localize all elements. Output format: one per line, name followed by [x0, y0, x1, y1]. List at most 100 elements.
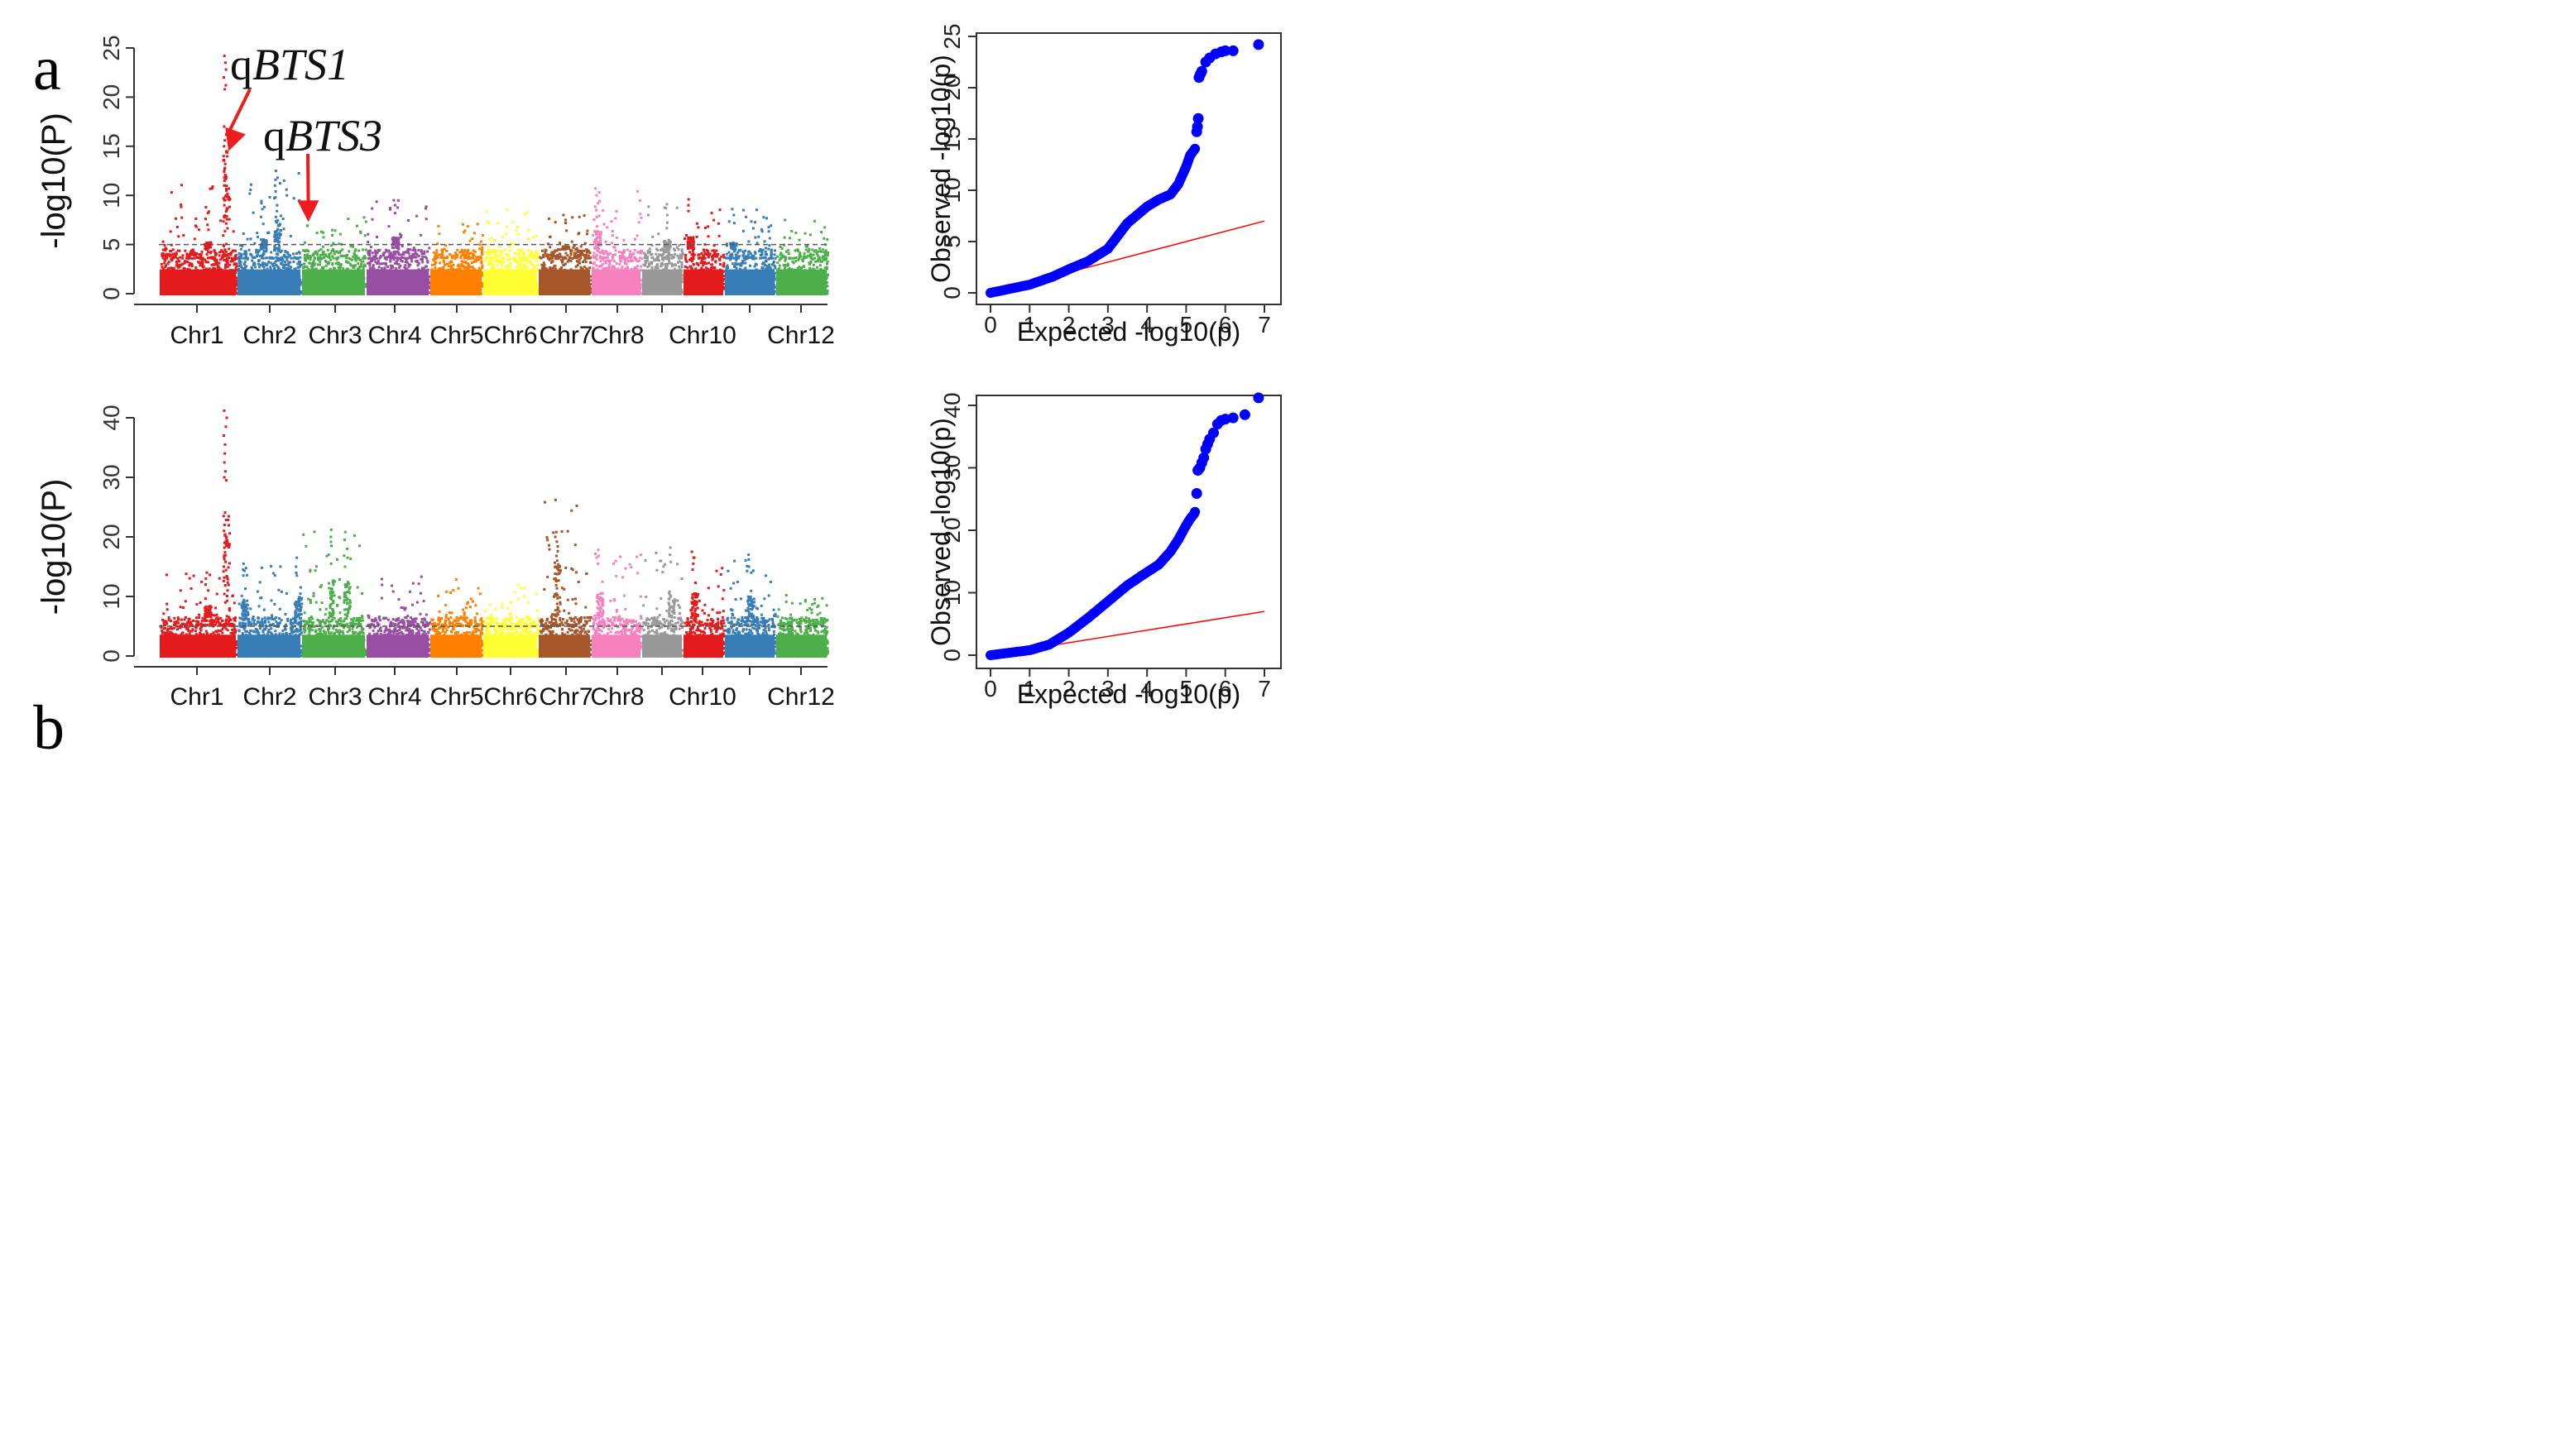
snp-point — [744, 250, 746, 252]
snp-point — [274, 267, 276, 270]
snp-point — [421, 267, 424, 270]
snp-point — [375, 254, 377, 256]
snp-point — [636, 234, 639, 237]
snp-point — [565, 229, 568, 232]
snp-point — [421, 256, 424, 258]
snp-point — [473, 232, 476, 234]
chromosome-chr2-points — [237, 172, 303, 295]
snp-point — [264, 257, 266, 260]
snp-point — [640, 266, 642, 268]
snp-point — [707, 254, 709, 256]
snp-point — [169, 250, 171, 252]
snp-point — [281, 250, 283, 252]
snp-point — [519, 252, 521, 255]
x-tick-label-chr7: Chr7 — [539, 322, 592, 349]
snp-point — [768, 264, 770, 266]
snp-point — [377, 260, 380, 262]
snp-point — [650, 261, 653, 264]
snp-point — [172, 248, 175, 251]
snp-point — [607, 259, 610, 261]
snp-point — [770, 253, 773, 256]
snp-point — [256, 232, 258, 234]
snp-point — [391, 265, 394, 267]
snp-point — [634, 249, 636, 251]
snp-point — [446, 263, 449, 266]
snp-point — [340, 263, 343, 266]
snp-point — [741, 260, 744, 262]
snp-point — [535, 256, 537, 259]
snp-point — [691, 260, 693, 262]
snp-point — [416, 260, 419, 262]
snp-point — [257, 236, 259, 238]
snp-point — [705, 262, 708, 265]
snp-point — [602, 250, 604, 252]
snp-point — [678, 244, 680, 247]
snp-point — [412, 256, 415, 259]
snp-point — [444, 264, 446, 266]
snp-point — [573, 253, 576, 256]
snp-point — [501, 236, 504, 238]
snp-point — [201, 257, 204, 260]
snp-point — [250, 237, 252, 240]
snp-point — [682, 253, 684, 256]
snp-point — [592, 252, 595, 255]
x-tick-label-chr8: Chr8 — [590, 322, 644, 349]
snp-point — [544, 251, 546, 254]
snp-point — [708, 261, 710, 264]
snp-point — [656, 256, 659, 259]
snp-point — [517, 233, 520, 236]
snp-point — [491, 237, 493, 239]
snp-point — [606, 226, 608, 228]
snp-point — [304, 242, 306, 244]
snp-point — [582, 261, 584, 263]
snp-point — [580, 245, 583, 247]
snp-point — [373, 258, 376, 261]
snp-point — [493, 239, 496, 242]
snp-point — [577, 264, 579, 266]
snp-point — [437, 256, 439, 259]
snp-point — [267, 232, 270, 234]
snp-point — [175, 251, 178, 254]
snp-point — [296, 256, 299, 259]
snp-point — [342, 255, 344, 257]
snp-point — [770, 266, 772, 269]
snp-point — [727, 266, 729, 269]
snp-point — [684, 237, 686, 240]
snp-point — [502, 261, 505, 264]
snp-point — [243, 263, 246, 266]
snp-point — [540, 257, 543, 260]
snp-point — [238, 255, 241, 257]
snp-point — [639, 256, 641, 259]
snp-point — [699, 261, 702, 264]
snp-point — [543, 261, 545, 264]
snp-point — [480, 241, 482, 243]
snp-point — [285, 189, 288, 191]
snp-point — [463, 267, 466, 270]
snp-density-band — [592, 270, 640, 295]
snp-point — [554, 221, 557, 223]
snp-point — [264, 262, 266, 265]
snp-point — [348, 250, 350, 252]
snp-point — [515, 229, 517, 232]
snp-point — [334, 229, 337, 232]
snp-point — [489, 251, 492, 254]
snp-point — [611, 220, 613, 223]
snp-point — [571, 241, 573, 243]
snp-point — [708, 235, 710, 237]
snp-point — [224, 264, 227, 266]
snp-point — [555, 257, 558, 260]
chromosome-chr6-points — [483, 208, 540, 295]
snp-point — [420, 251, 423, 253]
snp-point — [314, 262, 316, 265]
snp-point — [335, 262, 338, 265]
snp-point — [466, 251, 468, 254]
snp-point — [240, 261, 242, 263]
snp-point — [443, 257, 445, 260]
y-tick-label: 25 — [98, 35, 124, 60]
snp-point — [592, 218, 595, 221]
snp-point — [580, 251, 583, 253]
snp-point — [774, 253, 776, 256]
snp-point — [640, 217, 643, 219]
snp-point — [348, 257, 351, 260]
snp-point — [472, 257, 474, 260]
